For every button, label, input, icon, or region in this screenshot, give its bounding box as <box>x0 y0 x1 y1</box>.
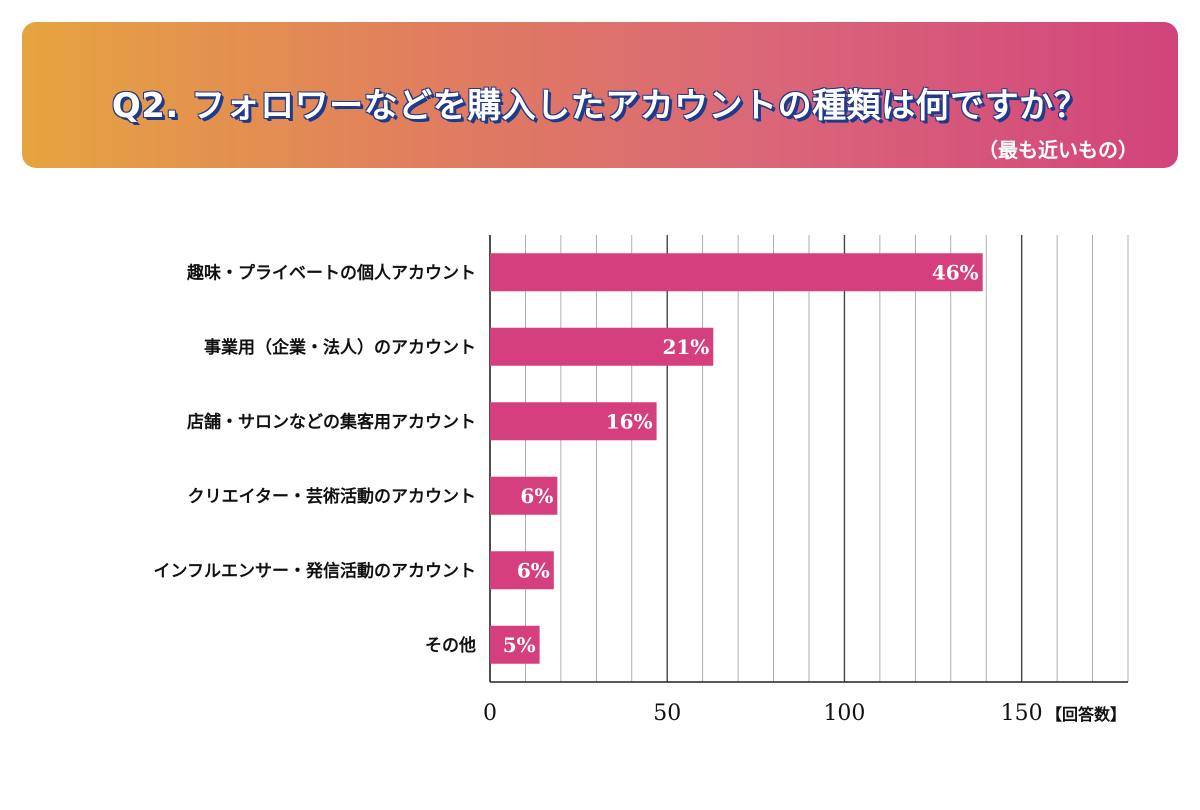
data-label: 16% <box>606 409 653 433</box>
bar <box>490 253 983 292</box>
grid-lines <box>489 235 1129 683</box>
data-label: 5% <box>503 633 536 657</box>
category-labels: 趣味・プライベートの個人アカウント事業用（企業・法人）のアカウント店舗・サロンな… <box>154 262 477 656</box>
bar <box>490 476 558 515</box>
x-axis-unit-label: 【回答数】 <box>1046 705 1126 724</box>
chart-subtitle: （最も近いもの） <box>978 138 1138 162</box>
bars <box>490 253 983 664</box>
x-tick-labels: 0 50 100 150 <box>483 701 1043 726</box>
x-tick-label: 100 <box>823 701 865 726</box>
bar <box>490 402 657 441</box>
bar <box>490 327 714 366</box>
value-labels: 46% 21% 16% 6% 6% 5% <box>503 260 979 657</box>
bar <box>490 625 540 664</box>
x-tick-label: 150 <box>1001 701 1043 726</box>
chart-title: Q2. フォロワーなどを購入したアカウントの種類は何ですか？ <box>111 86 1089 126</box>
data-label: 46% <box>932 260 979 284</box>
category-label: 店舗・サロンなどの集客用アカウント <box>187 411 476 432</box>
data-label: 21% <box>662 335 709 359</box>
data-label: 6% <box>517 558 550 582</box>
x-tick-label: 0 <box>483 701 497 726</box>
data-label: 6% <box>520 484 553 508</box>
category-label: 事業用（企業・法人）のアカウント <box>204 337 476 358</box>
category-label: クリエイター・芸術活動のアカウント <box>188 486 476 507</box>
x-tick-label: 50 <box>653 701 681 726</box>
title-banner: Q2. フォロワーなどを購入したアカウントの種類は何ですか？ （最も近いもの） <box>22 22 1178 168</box>
category-label: インフルエンサー・発信活動のアカウント <box>154 560 477 581</box>
category-label: その他 <box>425 635 476 656</box>
category-label: 趣味・プライベートの個人アカウント <box>186 262 476 283</box>
bar <box>490 551 554 590</box>
